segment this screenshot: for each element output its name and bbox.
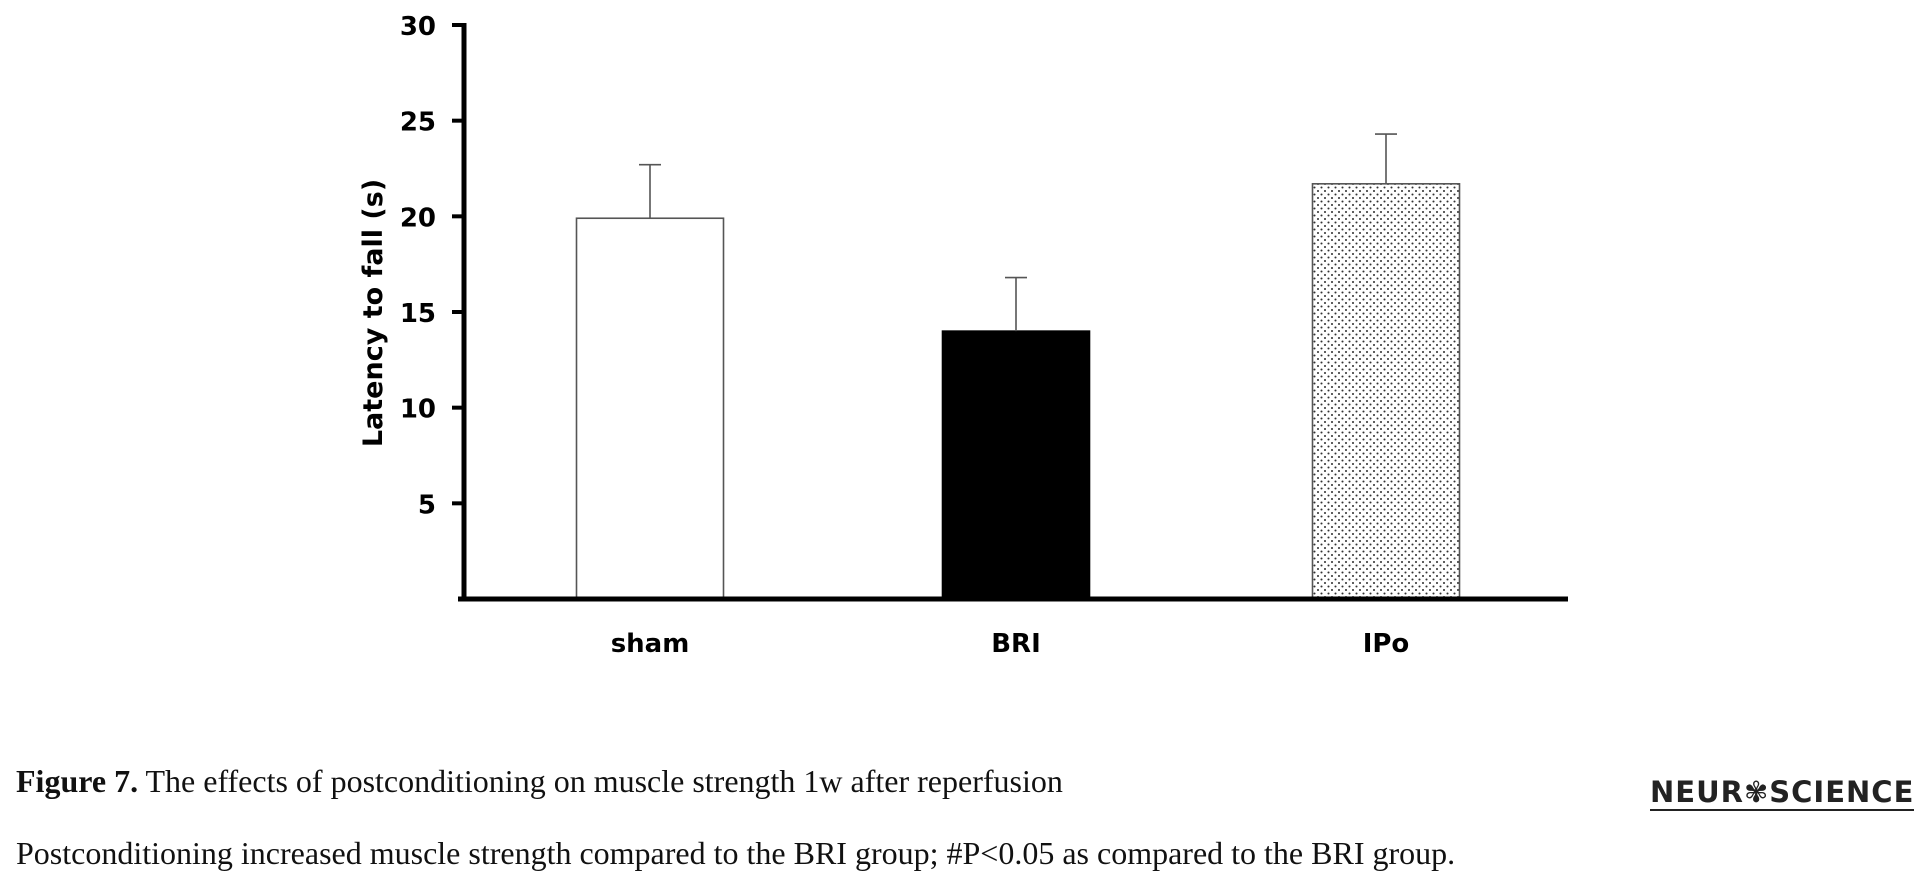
figure-label: Figure 7.: [16, 763, 139, 799]
neuroscience-logo: NEUR✾SCIENCE: [1650, 775, 1915, 811]
bar-ipo: [1311, 183, 1461, 600]
bar-bri: [941, 330, 1091, 600]
y-tick-label: 10: [400, 395, 436, 425]
figure-caption-title: Figure 7. The effects of postconditionin…: [16, 763, 1063, 800]
figure-caption-note: Postconditioning increased muscle streng…: [16, 835, 1456, 871]
y-tick-label: 15: [400, 299, 436, 329]
error-bars-group: [639, 133, 1397, 332]
y-tick-label: 20: [400, 203, 436, 233]
x-tick-label: BRI: [991, 629, 1041, 659]
x-axis-labels: sham BRI IPo: [611, 629, 1410, 659]
bar-sham: [575, 217, 725, 600]
x-tick-label: IPo: [1363, 629, 1410, 659]
bar-chart: 5 10 15 20 25 30 sham BRI IPo Latency to fall (…: [358, 12, 1568, 659]
y-tick-label: 5: [418, 490, 436, 520]
y-axis-title: Latency to fall (s): [358, 179, 389, 447]
y-tick-label: 25: [400, 108, 436, 138]
figure-title-text: The effects of postconditioning on muscl…: [138, 763, 1063, 799]
y-axis-ticks: 5 10 15 20 25 30: [400, 12, 464, 520]
x-tick-label: sham: [611, 629, 690, 659]
y-tick-label: 30: [400, 12, 436, 42]
bars-group: [575, 183, 1461, 600]
